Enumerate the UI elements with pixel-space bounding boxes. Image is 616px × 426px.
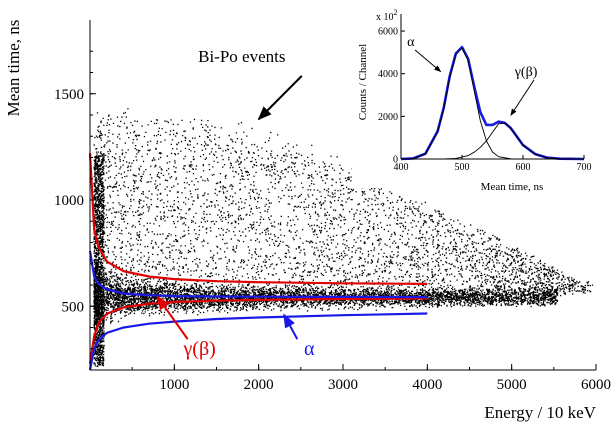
- annotation-arrow: [156, 295, 189, 340]
- inset-y-ticks: 0 2000 4000 6000: [378, 27, 405, 166]
- inset-curve-series-1: [400, 47, 524, 160]
- inset-curves: [400, 45, 585, 161]
- main-annotations: Bi-Po events γ(β) α: [156, 47, 315, 360]
- inset-annotation-arrow: [510, 79, 535, 116]
- inset-x-tick-label: 600: [516, 162, 531, 173]
- inset-y-axis-label: Counts / Channel: [357, 44, 369, 120]
- y-tick-label: 1000: [54, 193, 84, 209]
- annotation-label: α: [304, 338, 315, 360]
- annotation-arrow: [283, 313, 299, 340]
- scatter-point-cloud: [93, 108, 594, 367]
- selection-curves: [88, 153, 428, 371]
- x-tick-label: 5000: [497, 377, 527, 393]
- y-axis-label: Mean time, ns: [4, 20, 23, 117]
- annotation-label: γ(β): [182, 338, 215, 360]
- inset-annotation-arrow: [414, 49, 442, 73]
- inset-x-ticks: 400 500 600 700: [394, 155, 592, 173]
- y-ticks: 500 1000 1500: [54, 50, 96, 350]
- inset-y-tick-label: 6000: [378, 27, 398, 38]
- curve-series-2: [88, 250, 428, 299]
- y-tick-label: 500: [62, 299, 85, 315]
- x-tick-label: 1000: [159, 377, 189, 393]
- inset-x-tick-label: 700: [577, 162, 592, 173]
- inset-y-tick-label: 2000: [378, 112, 398, 123]
- x-tick-label: 3000: [328, 377, 358, 393]
- annotation-label: Bi-Po events: [198, 47, 285, 66]
- scatter-points: [93, 108, 594, 367]
- inset-curve-series-2: [443, 122, 585, 160]
- inset-annotation-label: γ(β): [514, 65, 538, 80]
- inset-x-axis-label: Mean time, ns: [481, 181, 544, 193]
- inset-annotation-label: α: [407, 35, 415, 50]
- inset-annotations: α γ(β): [407, 35, 538, 116]
- inset-x-tick-label: 400: [394, 162, 409, 173]
- curve-series-1: [88, 297, 428, 364]
- x-tick-label: 4000: [412, 377, 442, 393]
- x-tick-label: 6000: [581, 377, 611, 393]
- inset-x-tick-label: 500: [455, 162, 470, 173]
- inset-y-tick-label: 0: [393, 155, 398, 166]
- x-axis-label: Energy / 10 keV: [484, 403, 596, 422]
- inset-y-tick-label: 4000: [378, 69, 398, 80]
- y-tick-label: 1500: [54, 87, 84, 103]
- curve-series-0: [88, 153, 428, 285]
- inset-y-multiplier: x 102: [376, 8, 398, 23]
- x-tick-label: 2000: [244, 377, 274, 393]
- x-ticks: 1000 2000 3000 4000 5000 6000: [131, 364, 611, 393]
- annotation-arrow: [257, 75, 303, 121]
- inset-chart: 400 500 600 700 0 2000 4000 6000 Mean time, ns…: [352, 2, 594, 193]
